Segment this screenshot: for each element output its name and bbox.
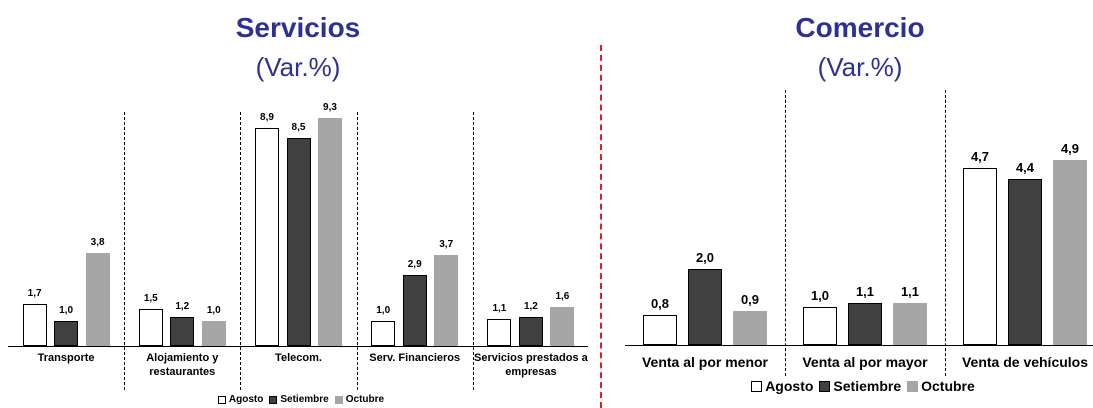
legend-swatch: [907, 380, 919, 392]
group-separator: [945, 90, 946, 376]
value-label: 2,0: [695, 250, 715, 266]
value-label: 1,5: [143, 293, 158, 305]
value-label: 1,1: [492, 303, 507, 315]
chart-subtitle: (Var.%): [255, 52, 341, 82]
bar: [963, 167, 997, 345]
value-label: 1,0: [59, 305, 74, 317]
value-label: 1,7: [27, 288, 42, 300]
group-separator: [240, 112, 242, 390]
group-separator: [124, 112, 126, 390]
bar: [893, 303, 927, 345]
value-label: 1,0: [810, 288, 830, 304]
value-label: 9,3: [323, 102, 337, 113]
bar: [402, 274, 427, 346]
bar: [434, 255, 459, 346]
value-label: 1,0: [206, 305, 221, 317]
bar: [1008, 178, 1042, 345]
legend-label: Setiembre: [833, 378, 902, 394]
value-label: 0,8: [650, 295, 670, 311]
value-label: 4,4: [1015, 159, 1035, 175]
x-tick-label: Serv. Financieros: [369, 352, 461, 364]
bar: [487, 319, 512, 346]
bar: [138, 309, 163, 346]
legend-label: Octubre: [921, 378, 975, 394]
x-tick-label: Telecom.: [275, 352, 322, 364]
bar: [733, 311, 767, 345]
legend-label: Octubre: [345, 394, 385, 405]
x-tick-label: Venta al por mayor: [802, 354, 928, 370]
value-label: 1,2: [175, 300, 190, 312]
value-label: 3,8: [90, 236, 105, 248]
x-tick-label: Venta de vehículos: [961, 354, 1089, 370]
value-label: 0,9: [740, 292, 760, 308]
bar: [85, 252, 110, 346]
bar: [1053, 160, 1087, 345]
legend-swatch: [334, 395, 343, 404]
bar: [54, 321, 79, 346]
x-tick-label: Servicios prestados a empresas: [474, 352, 588, 378]
bar: [170, 316, 195, 346]
bar: [318, 118, 342, 346]
value-label: 1,2: [523, 300, 538, 312]
value-label: 2,9: [407, 258, 422, 270]
value-label: 1,0: [376, 305, 391, 317]
x-tick-label: Alojamiento y restaurantes: [146, 352, 219, 378]
value-label: 1,6: [555, 290, 570, 302]
bar: [255, 127, 279, 346]
bar: [201, 321, 226, 346]
group-separator: [472, 112, 474, 390]
bar: [286, 137, 311, 346]
legend-swatch: [269, 395, 278, 404]
bar: [643, 314, 677, 345]
divider: [600, 45, 602, 408]
value-label: 1,1: [900, 284, 920, 300]
bar: [518, 316, 543, 346]
legend: Agosto Setiembre Octubre: [710, 378, 1010, 394]
baseline: [8, 346, 588, 347]
value-label: 4,9: [1060, 141, 1080, 156]
value-label: 8,9: [260, 111, 274, 123]
value-label: 3,7: [439, 239, 454, 251]
bar: [371, 321, 396, 346]
legend-swatch: [217, 395, 226, 404]
baseline: [625, 345, 1093, 346]
legend: Agosto Setiembre Octubre: [148, 394, 448, 405]
bar: [803, 307, 837, 345]
legend-swatch: [751, 380, 763, 392]
chart-title: Servicios: [235, 12, 361, 43]
legend-label: Agosto: [765, 378, 814, 394]
bar: [550, 306, 575, 346]
x-tick-label: Venta al por menor: [641, 354, 769, 370]
bar: [688, 269, 722, 345]
value-label: 8,5: [291, 121, 306, 133]
group-separator: [785, 90, 786, 376]
chart-title: Comercio: [795, 12, 925, 43]
value-label: 1,1: [855, 284, 875, 300]
bar: [848, 303, 882, 345]
x-tick-label: Transporte: [37, 352, 95, 364]
legend-label: Setiembre: [280, 394, 329, 405]
legend-swatch: [819, 380, 831, 392]
value-label: 4,7: [970, 148, 990, 164]
legend-label: Agosto: [228, 394, 264, 405]
group-separator: [356, 112, 358, 390]
bar: [22, 304, 47, 346]
chart-subtitle: (Var.%): [817, 52, 903, 82]
